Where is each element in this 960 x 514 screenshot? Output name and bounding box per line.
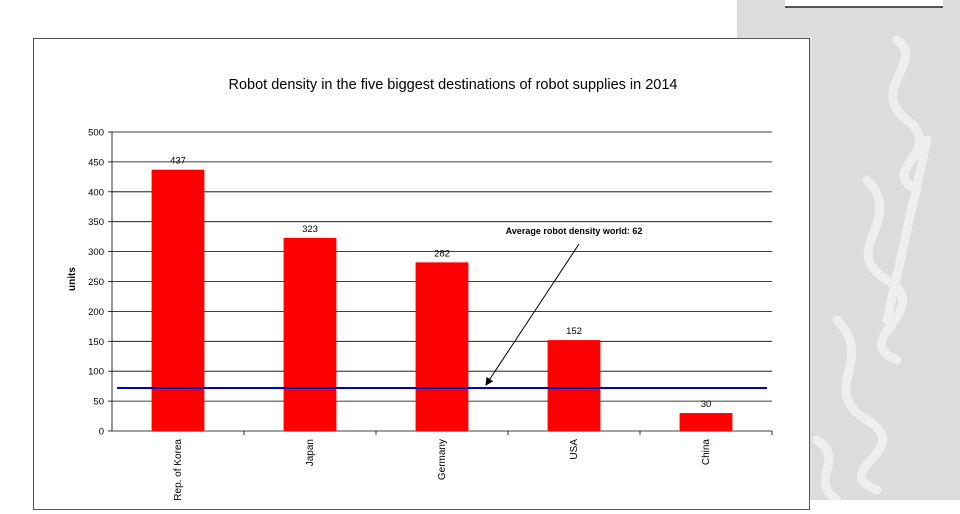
category-label: China (701, 439, 712, 466)
bar (151, 169, 205, 431)
y-tick-label: 100 (88, 367, 104, 378)
data-label: 437 (170, 156, 186, 167)
data-label: 323 (302, 224, 318, 235)
y-tick-label: 0 (99, 427, 104, 438)
category-label: Rep. of Korea (173, 439, 184, 501)
annotation-arrow (485, 243, 580, 386)
watermark-logo (812, 35, 932, 500)
chart-title: Robot density in the five biggest destin… (229, 77, 678, 93)
side-panel-tab (785, 0, 943, 8)
y-tick-label: 400 (88, 187, 104, 198)
y-tick-label: 450 (88, 157, 104, 168)
bar (547, 340, 601, 431)
y-tick-label: 350 (88, 217, 104, 228)
y-tick-label: 300 (88, 247, 104, 258)
annotation-text: Average robot density world: 62 (506, 226, 643, 236)
y-tick-label: 500 (88, 128, 104, 139)
y-tick-label: 50 (93, 397, 104, 408)
label-layer: 0 50 100 150 200 250 300 350 400 450 500 437 Rep. of… (88, 128, 712, 501)
chart-svg: Robot density in the five biggest destin… (67, 77, 773, 501)
y-axis-label: units (67, 267, 78, 291)
y-tick-label: 200 (88, 307, 104, 318)
data-label: 282 (434, 248, 450, 259)
data-label: 152 (566, 326, 582, 337)
y-tick-label: 250 (88, 277, 104, 288)
reference-layer (117, 243, 767, 389)
bar (283, 237, 337, 431)
data-label: 30 (701, 399, 712, 410)
bar (679, 413, 733, 431)
category-label: Japan (305, 439, 316, 466)
bar-layer (151, 169, 733, 431)
y-tick-label: 150 (88, 337, 104, 348)
bar (415, 262, 469, 431)
chart-frame: Robot density in the five biggest destin… (33, 38, 810, 510)
category-label: USA (569, 439, 580, 460)
category-label: Germany (437, 439, 448, 480)
